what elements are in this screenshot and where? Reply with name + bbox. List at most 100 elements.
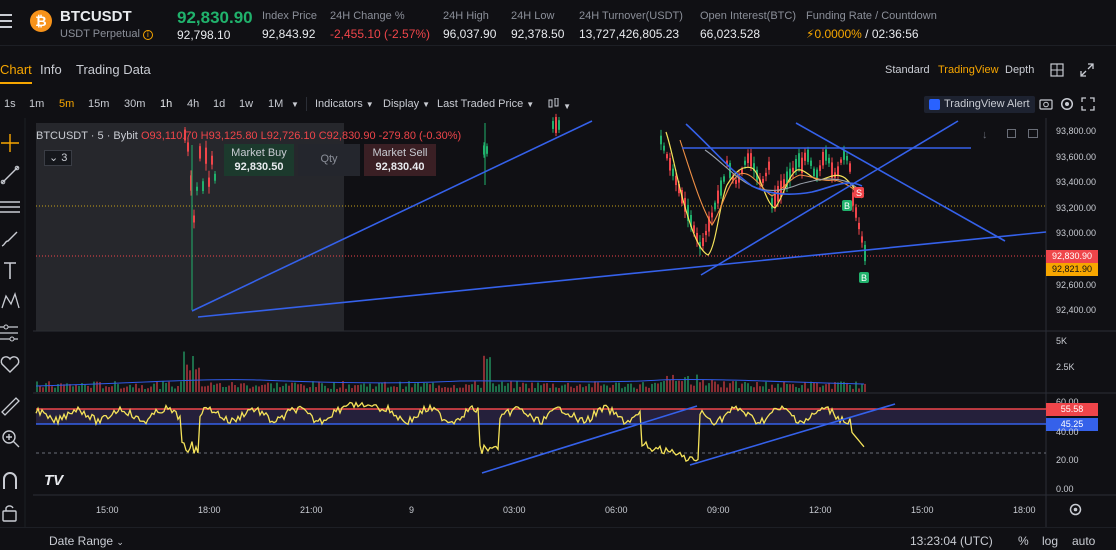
pane-maximize-icon[interactable] xyxy=(1007,129,1016,138)
btc-coin-icon: ₿ xyxy=(30,10,52,32)
rsi-axis-label: 20.00 xyxy=(1056,455,1079,465)
volume-bar xyxy=(114,381,116,392)
favorites-heart-icon[interactable] xyxy=(0,354,22,376)
log-scale-toggle[interactable]: log xyxy=(1042,534,1059,548)
interval-30m[interactable]: 30m xyxy=(124,98,146,110)
volume-bar xyxy=(138,388,140,392)
pane-restore-icon[interactable] xyxy=(1028,129,1038,138)
percent-scale-toggle[interactable]: % xyxy=(1018,534,1029,548)
pattern-icon[interactable] xyxy=(0,290,22,312)
volume-bar xyxy=(843,381,845,392)
trend-line-icon[interactable] xyxy=(0,164,22,186)
last-price-tag: 92,830.90 xyxy=(1046,250,1098,263)
chart-type-button[interactable]: ▼ xyxy=(548,97,571,112)
magnet-icon[interactable] xyxy=(0,470,22,492)
volume-bar xyxy=(714,381,716,392)
volume-bar xyxy=(609,387,611,392)
volume-bar xyxy=(306,388,308,392)
price-chart[interactable]: S B B xyxy=(0,0,1116,527)
date-range-button[interactable]: Date Range ⌄ xyxy=(49,534,124,548)
sell-signal-marker[interactable]: S xyxy=(854,187,864,198)
tab-trading-data[interactable]: Trading Data xyxy=(76,62,151,77)
axis-settings-gear-icon[interactable] xyxy=(1068,502,1083,517)
rsi-upper-tag: 55.58 xyxy=(1046,403,1098,416)
symbol-name[interactable]: BTCUSDT xyxy=(60,8,132,25)
fib-lines-icon[interactable] xyxy=(0,196,22,218)
volume-bar xyxy=(627,383,629,392)
qty-input[interactable]: Qty xyxy=(298,144,360,176)
volume-bar xyxy=(708,383,710,392)
tradingview-alert-button[interactable]: TradingView Alert xyxy=(924,96,1035,113)
volume-bar xyxy=(339,387,341,392)
text-tool-icon[interactable] xyxy=(0,260,22,282)
volume-bar xyxy=(66,383,68,392)
indicators-button[interactable]: Indicators ▼ xyxy=(315,98,374,110)
mode-depth[interactable]: Depth xyxy=(1005,64,1035,76)
interval-5m[interactable]: 5m xyxy=(59,98,75,110)
layout-grid-icon[interactable] xyxy=(1050,63,1064,77)
candle xyxy=(696,227,698,247)
lock-icon[interactable] xyxy=(0,502,22,524)
zoom-in-icon[interactable] xyxy=(0,428,22,450)
auto-scale-toggle[interactable]: auto xyxy=(1072,534,1096,548)
market-buy-button[interactable]: Market Buy 92,830.50 xyxy=(224,144,294,176)
alert-clock-icon xyxy=(929,99,940,110)
fullscreen-icon[interactable] xyxy=(1080,63,1094,77)
stat-24h-change: 24H Change % -2,455.10 (-2.57%) xyxy=(330,10,431,41)
settings-gear-icon[interactable] xyxy=(1060,97,1074,111)
indicator-collapse-button[interactable]: ⌄ 3 xyxy=(44,150,72,166)
volume-bar xyxy=(411,387,413,392)
volume-bar xyxy=(660,382,662,392)
volume-bar xyxy=(213,384,215,392)
interval-1h[interactable]: 1h xyxy=(160,98,173,110)
crosshair-icon[interactable] xyxy=(0,132,22,154)
tab-info[interactable]: Info xyxy=(40,62,62,77)
display-button[interactable]: Display ▼ xyxy=(383,98,431,110)
menu-icon[interactable] xyxy=(0,14,12,32)
volume-bar xyxy=(57,384,59,392)
volume-bar xyxy=(330,388,332,392)
volume-bar xyxy=(90,387,92,392)
volume-bar xyxy=(705,385,707,392)
interval-1d[interactable]: 1d xyxy=(213,98,226,110)
mode-standard[interactable]: Standard xyxy=(885,64,930,76)
volume-bar xyxy=(99,382,101,392)
rsi-trendlines[interactable] xyxy=(481,403,896,474)
rsi-axis-label: 40.00 xyxy=(1056,427,1079,437)
interval-4h[interactable]: 4h xyxy=(187,98,200,110)
camera-icon[interactable] xyxy=(1039,97,1053,110)
buy-signal-marker[interactable]: B xyxy=(859,272,869,283)
volume-bar xyxy=(246,385,248,392)
interval-1s[interactable]: 1s xyxy=(4,98,16,110)
market-sell-button[interactable]: Market Sell 92,830.40 xyxy=(364,144,436,176)
brush-icon[interactable] xyxy=(0,228,22,250)
volume-bar xyxy=(750,386,752,392)
fullscreen-chart-icon[interactable] xyxy=(1081,97,1095,111)
volume-bar xyxy=(678,380,680,392)
volume-bar xyxy=(798,388,800,392)
interval-1m[interactable]: 1m xyxy=(29,98,45,110)
forecast-icon[interactable] xyxy=(0,322,22,344)
volume-bar xyxy=(729,383,731,392)
volume-bar xyxy=(624,386,626,392)
buy-signal-marker[interactable]: B xyxy=(842,200,852,211)
volume-bar xyxy=(231,382,233,392)
pane-down-arrow-icon[interactable]: ↓ xyxy=(982,129,988,141)
price-source-button[interactable]: Last Traded Price ▼ xyxy=(437,98,535,110)
interval-dropdown-icon[interactable]: ▼ xyxy=(291,100,299,109)
volume-bar xyxy=(588,383,590,392)
chevron-down-icon: ⌄ xyxy=(49,152,59,164)
volume-bar xyxy=(87,385,89,392)
volume-bar xyxy=(171,386,173,392)
interval-1M[interactable]: 1M xyxy=(268,98,284,110)
info-icon[interactable]: i xyxy=(142,30,153,40)
utc-clock[interactable]: 13:23:04 (UTC) xyxy=(910,534,993,548)
mode-tradingview[interactable]: TradingView xyxy=(938,64,999,76)
drawn-trendlines[interactable] xyxy=(191,120,1047,318)
volume-bar xyxy=(672,374,674,392)
interval-15m[interactable]: 15m xyxy=(88,98,110,110)
volume-bar xyxy=(777,383,779,392)
ruler-icon[interactable] xyxy=(0,396,22,418)
interval-1w[interactable]: 1w xyxy=(239,98,254,110)
tab-chart[interactable]: Chart xyxy=(0,62,32,84)
